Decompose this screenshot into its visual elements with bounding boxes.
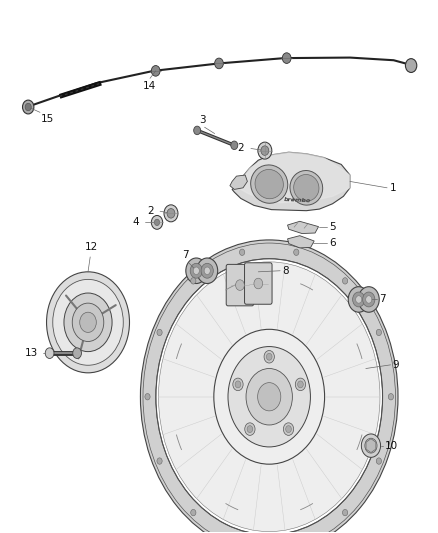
Text: 7: 7	[379, 294, 385, 304]
Polygon shape	[288, 236, 314, 248]
Circle shape	[80, 312, 96, 333]
Circle shape	[231, 141, 238, 150]
Circle shape	[194, 126, 201, 135]
Text: brembo: brembo	[284, 197, 311, 203]
Text: 8: 8	[282, 266, 289, 276]
Circle shape	[45, 348, 54, 359]
Ellipse shape	[293, 174, 319, 201]
Circle shape	[266, 353, 272, 360]
Text: 14: 14	[142, 82, 156, 92]
Circle shape	[389, 393, 394, 400]
Text: 9: 9	[393, 360, 399, 370]
Circle shape	[376, 329, 381, 336]
Circle shape	[157, 458, 162, 464]
Text: 5: 5	[329, 222, 336, 232]
Circle shape	[254, 278, 263, 289]
Ellipse shape	[251, 165, 288, 203]
Text: 2: 2	[147, 206, 153, 216]
Circle shape	[215, 58, 223, 69]
Circle shape	[348, 287, 369, 312]
Circle shape	[361, 434, 381, 457]
Text: 13: 13	[25, 348, 38, 358]
Circle shape	[264, 351, 274, 363]
Circle shape	[228, 346, 311, 447]
Circle shape	[245, 423, 255, 435]
Circle shape	[235, 381, 241, 388]
Text: 12: 12	[85, 241, 98, 252]
Circle shape	[145, 393, 150, 400]
Circle shape	[286, 426, 291, 433]
Ellipse shape	[290, 171, 323, 205]
Polygon shape	[288, 221, 318, 233]
Circle shape	[376, 458, 381, 464]
Circle shape	[261, 146, 269, 156]
Circle shape	[247, 426, 253, 433]
Circle shape	[236, 280, 244, 290]
Polygon shape	[232, 152, 350, 211]
Circle shape	[240, 249, 245, 255]
Circle shape	[191, 278, 196, 284]
Circle shape	[72, 303, 104, 342]
Circle shape	[343, 278, 348, 284]
Circle shape	[193, 267, 199, 274]
Circle shape	[353, 292, 365, 307]
Circle shape	[191, 510, 196, 516]
Text: 2: 2	[237, 143, 244, 154]
Text: 7: 7	[182, 249, 188, 260]
Circle shape	[197, 258, 218, 284]
Polygon shape	[237, 152, 350, 203]
Circle shape	[363, 292, 375, 307]
Polygon shape	[230, 175, 247, 189]
Circle shape	[164, 205, 178, 222]
Circle shape	[358, 287, 379, 312]
Ellipse shape	[255, 169, 283, 199]
Circle shape	[73, 348, 81, 359]
Polygon shape	[366, 439, 376, 453]
Circle shape	[258, 142, 272, 159]
FancyBboxPatch shape	[226, 264, 254, 306]
Text: 4: 4	[132, 217, 139, 228]
Circle shape	[365, 438, 377, 453]
Text: 3: 3	[199, 115, 206, 125]
Circle shape	[151, 66, 160, 76]
Circle shape	[151, 215, 162, 229]
Circle shape	[46, 272, 130, 373]
Circle shape	[201, 263, 213, 278]
Circle shape	[293, 249, 299, 255]
Circle shape	[64, 293, 112, 352]
Circle shape	[406, 59, 417, 72]
Circle shape	[157, 329, 162, 336]
Circle shape	[283, 53, 291, 63]
Circle shape	[190, 263, 202, 278]
Circle shape	[258, 383, 281, 411]
Circle shape	[167, 208, 175, 218]
Circle shape	[186, 258, 207, 284]
Circle shape	[233, 378, 243, 391]
Circle shape	[366, 296, 372, 303]
Wedge shape	[141, 240, 398, 533]
Text: 15: 15	[41, 114, 55, 124]
Text: 10: 10	[385, 441, 398, 451]
Circle shape	[246, 368, 293, 425]
Circle shape	[295, 378, 306, 391]
Circle shape	[356, 296, 362, 303]
Circle shape	[22, 100, 34, 114]
FancyBboxPatch shape	[244, 263, 272, 304]
Circle shape	[283, 423, 293, 435]
Text: 6: 6	[329, 238, 336, 247]
Circle shape	[159, 262, 380, 531]
Circle shape	[297, 381, 303, 388]
Circle shape	[343, 510, 348, 516]
Circle shape	[53, 279, 123, 365]
Circle shape	[204, 267, 210, 274]
Circle shape	[25, 103, 31, 111]
Circle shape	[154, 219, 159, 225]
Text: 1: 1	[390, 183, 397, 193]
